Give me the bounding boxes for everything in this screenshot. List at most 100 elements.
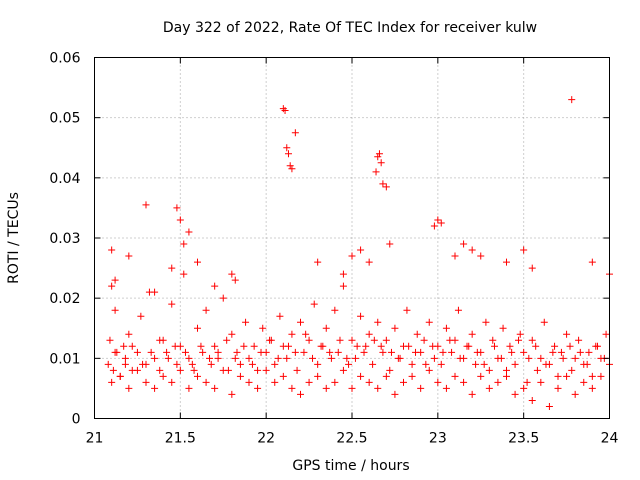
- data-point: [515, 336, 523, 344]
- data-point: [394, 354, 402, 362]
- data-point: [405, 342, 413, 350]
- x-tick-label: 22: [257, 431, 275, 447]
- data-point: [374, 384, 382, 392]
- data-point: [580, 378, 588, 386]
- data-point: [231, 354, 239, 362]
- data-point: [339, 282, 347, 290]
- data-point: [302, 330, 310, 338]
- data-point: [173, 360, 181, 368]
- data-point: [429, 342, 437, 350]
- data-point: [288, 165, 296, 173]
- data-point: [293, 366, 301, 374]
- data-point: [503, 258, 510, 266]
- data-point: [437, 360, 445, 368]
- data-point: [353, 342, 361, 350]
- data-point: [430, 222, 438, 230]
- data-point: [597, 372, 605, 380]
- data-point: [442, 384, 450, 392]
- data-point: [602, 330, 610, 338]
- data-point: [176, 366, 184, 374]
- data-point: [111, 276, 119, 284]
- data-point: [305, 378, 313, 386]
- data-point: [291, 129, 299, 137]
- data-point: [456, 354, 464, 362]
- data-point: [357, 246, 365, 254]
- data-point: [108, 246, 116, 254]
- data-point: [194, 372, 201, 380]
- data-point: [106, 336, 114, 344]
- data-point: [142, 201, 150, 209]
- axis-ticks: [94, 57, 610, 419]
- data-point: [468, 390, 476, 398]
- data-point: [171, 342, 179, 350]
- data-point: [168, 264, 176, 272]
- data-point: [185, 354, 193, 362]
- data-point: [288, 384, 296, 392]
- data-point: [267, 336, 275, 344]
- y-tick-label: 0.06: [49, 51, 80, 67]
- data-point: [231, 276, 239, 284]
- data-point: [412, 348, 420, 356]
- data-point: [283, 144, 291, 152]
- data-point: [228, 330, 236, 338]
- data-point: [593, 342, 601, 350]
- data-point: [557, 348, 565, 356]
- data-point: [434, 378, 442, 386]
- data-point: [511, 360, 519, 368]
- data-point: [403, 306, 411, 314]
- data-point: [417, 384, 425, 392]
- data-point: [125, 252, 133, 260]
- data-point: [279, 105, 287, 113]
- data-point: [520, 246, 528, 254]
- data-point: [348, 384, 356, 392]
- data-point: [137, 312, 145, 320]
- data-point: [223, 336, 231, 344]
- y-tick-labels: 0 0.01 0.02 0.03 0.04 0.05 0.06: [49, 51, 80, 428]
- data-point: [575, 336, 583, 344]
- data-point: [314, 258, 322, 266]
- data-point: [219, 366, 227, 374]
- data-point: [489, 336, 497, 344]
- data-point: [391, 324, 399, 332]
- data-point: [386, 240, 394, 248]
- data-point: [343, 354, 351, 362]
- data-point: [540, 318, 548, 326]
- data-point: [271, 378, 279, 386]
- data-point: [499, 324, 507, 332]
- data-point: [497, 354, 505, 362]
- data-point: [528, 336, 536, 344]
- data-point: [566, 342, 574, 350]
- y-tick-label: 0.04: [49, 171, 80, 187]
- data-point: [485, 366, 493, 374]
- data-point: [331, 378, 339, 386]
- data-point: [351, 354, 359, 362]
- data-point: [156, 336, 164, 344]
- data-point: [245, 354, 253, 362]
- data-point: [382, 183, 390, 191]
- data-point: [128, 342, 136, 350]
- data-point: [400, 378, 407, 386]
- x-tick-label: 23.5: [508, 431, 539, 447]
- data-point: [442, 324, 450, 332]
- y-tick-label: 0: [72, 412, 81, 428]
- data-point: [228, 270, 236, 278]
- data-point: [250, 342, 258, 350]
- data-point: [185, 384, 193, 392]
- x-tick-labels: 21 21.5 22 22.5 23 23.5 24: [86, 431, 619, 447]
- data-point: [262, 366, 270, 374]
- data-point: [190, 366, 198, 374]
- data-point: [133, 348, 141, 356]
- data-point: [176, 216, 184, 224]
- data-point: [206, 354, 214, 362]
- data-points: [104, 96, 613, 410]
- data-point: [365, 378, 373, 386]
- data-point: [477, 372, 485, 380]
- data-point: [334, 348, 342, 356]
- data-point: [254, 366, 262, 374]
- data-point: [305, 336, 313, 344]
- data-point: [568, 96, 576, 104]
- data-point: [374, 153, 382, 161]
- data-point: [188, 360, 196, 368]
- data-point: [109, 366, 117, 374]
